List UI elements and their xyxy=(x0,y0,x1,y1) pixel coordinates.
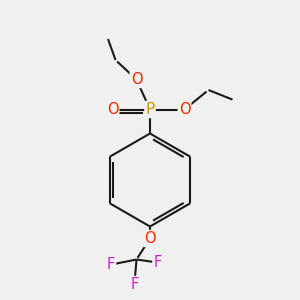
Text: O: O xyxy=(107,102,118,117)
Text: F: F xyxy=(130,277,139,292)
Text: F: F xyxy=(153,255,162,270)
Text: O: O xyxy=(144,231,156,246)
Text: O: O xyxy=(179,102,190,117)
Text: P: P xyxy=(146,102,154,117)
Text: O: O xyxy=(131,72,142,87)
Text: F: F xyxy=(107,257,115,272)
